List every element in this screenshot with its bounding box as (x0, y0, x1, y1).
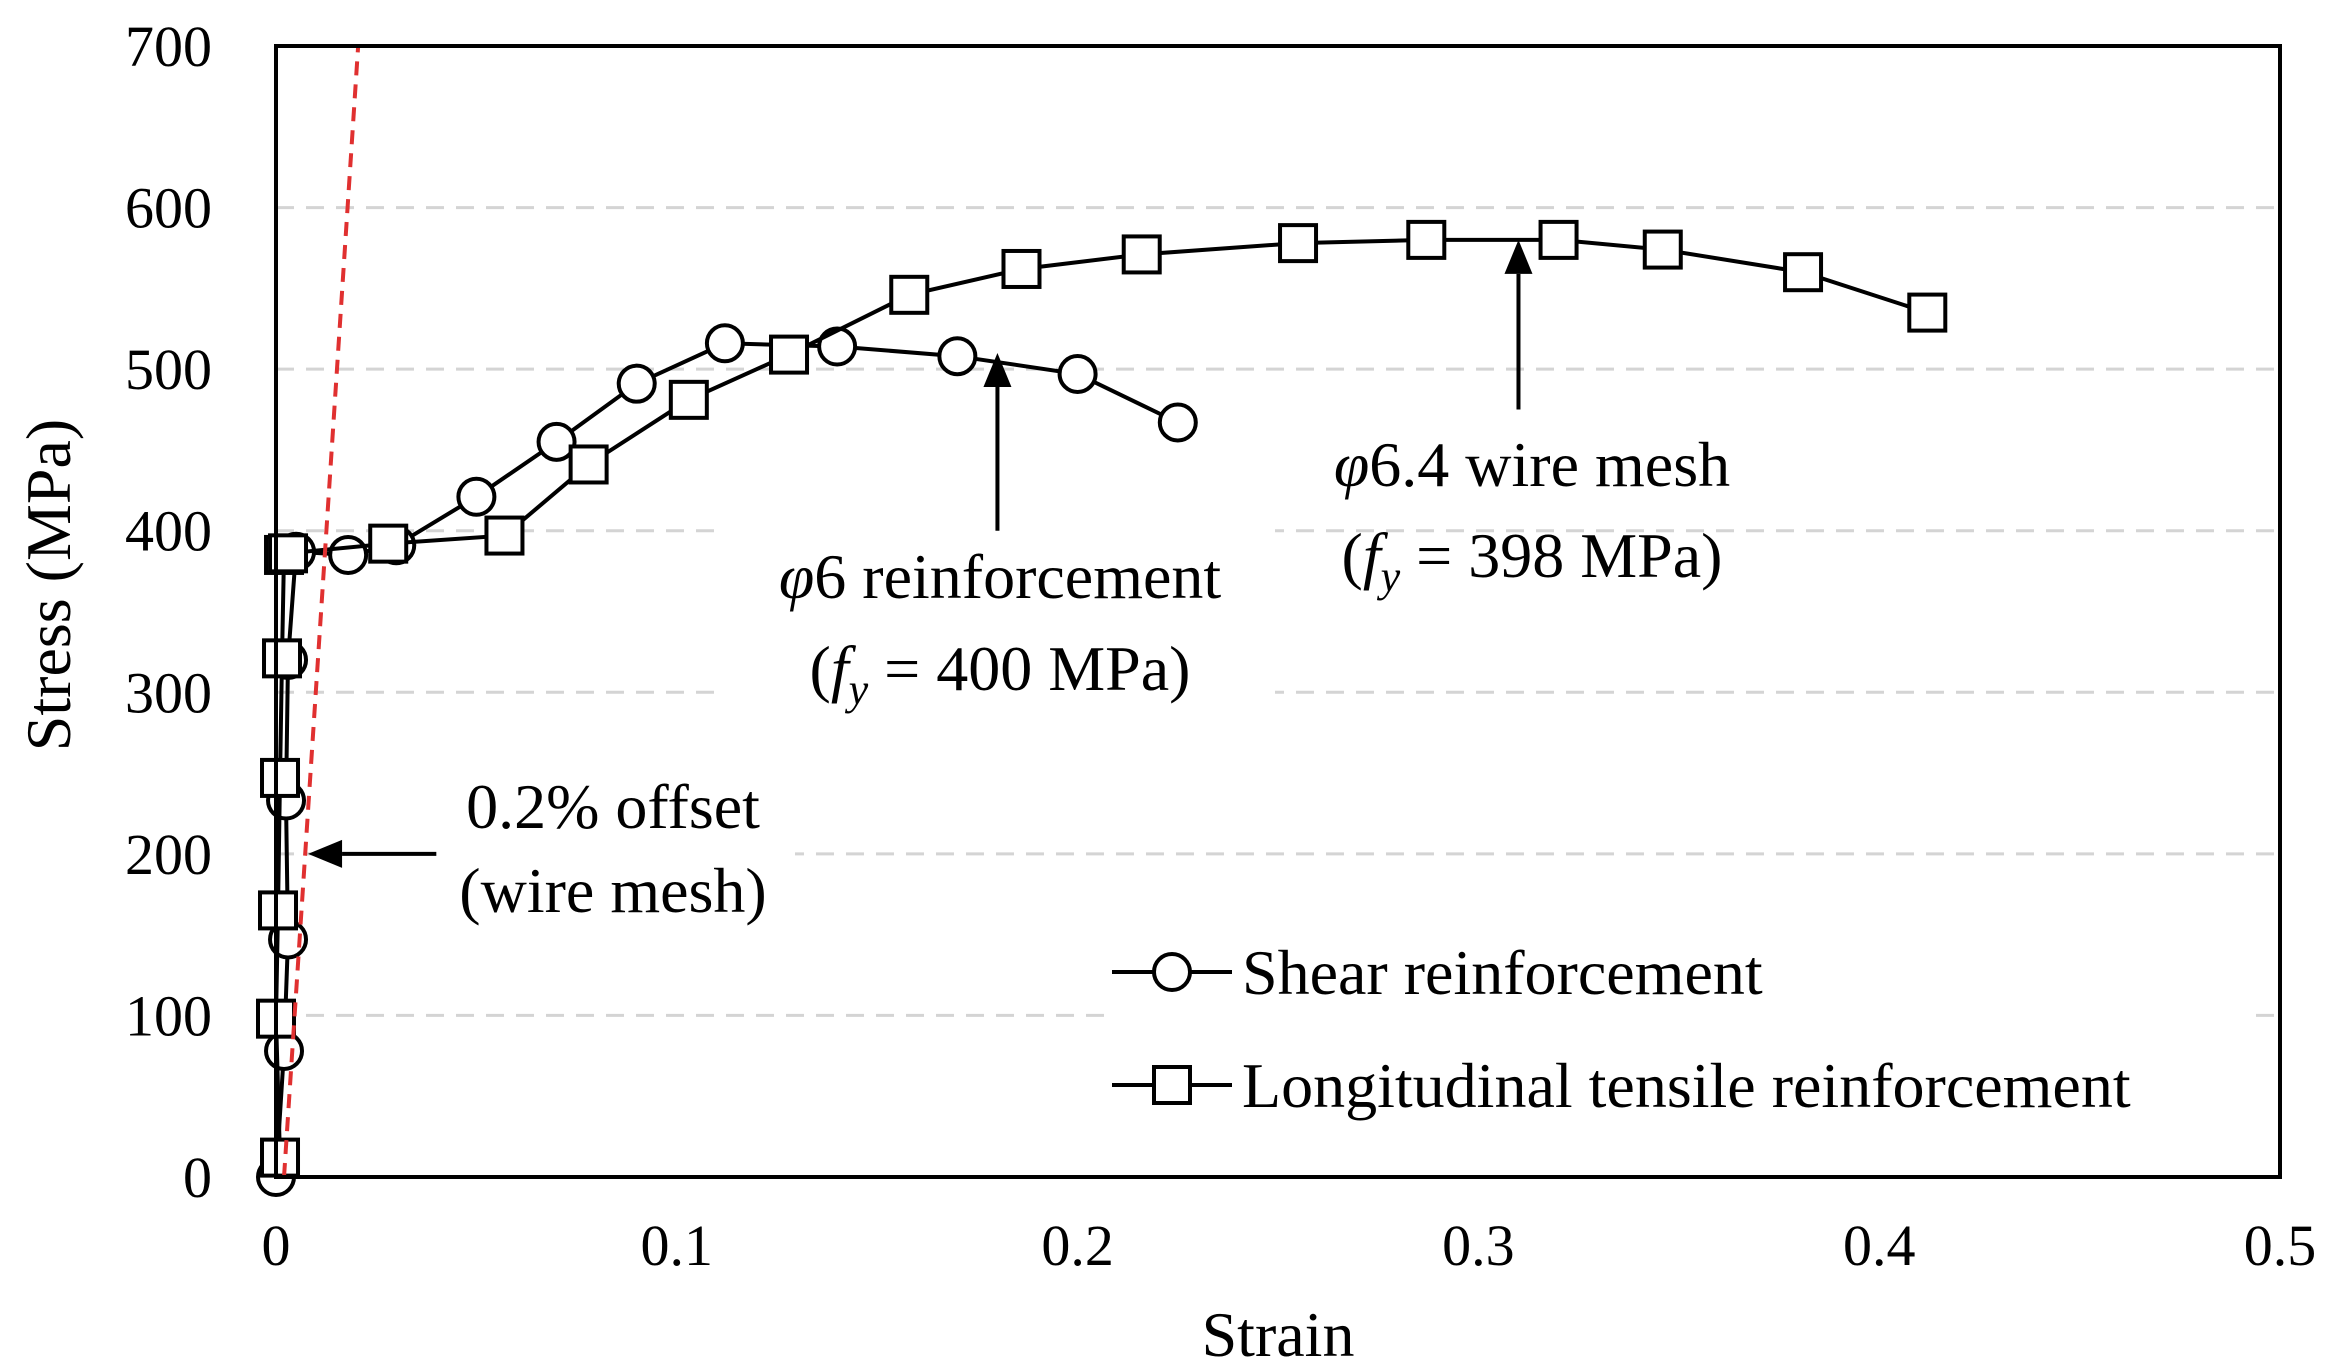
y-tick-label: 500 (125, 337, 212, 402)
x-axis-title: Strain (1202, 1299, 1355, 1369)
subscript-y: y (1377, 552, 1401, 601)
legend-longitudinal-label: Longitudinal tensile reinforcement (1242, 1050, 2131, 1121)
longitudinal-data-point (260, 1137, 301, 1178)
longitudinal-data-point (568, 444, 609, 485)
longitudinal-data-point (1406, 219, 1447, 260)
x-tick-label: 0.1 (641, 1213, 714, 1278)
shear-data-point (704, 323, 745, 364)
legend: Shear reinforcement Longitudinal tensile… (1105, 920, 2255, 1140)
annotation-offset: 0.2% offset (wire mesh) (308, 760, 795, 935)
x-tick-labels: 0 0.1 0.2 0.3 0.4 0.5 (262, 1213, 2317, 1278)
annotation-phi6-fy-value: = 400 MPa) (868, 633, 1190, 704)
shear-data-point (1157, 402, 1198, 443)
shear-data-point (456, 476, 497, 517)
shear-data-point (536, 421, 577, 462)
y-tick-label: 0 (183, 1145, 212, 1210)
y-tick-labels: 0 100 200 300 400 500 600 700 (125, 14, 212, 1210)
annotation-phi6-arrowhead (983, 352, 1012, 387)
shear-data-point (937, 336, 978, 377)
longitudinal-data-point (1907, 292, 1948, 333)
longitudinal-data-point (1121, 234, 1162, 275)
annotation-phi64-fy-value: = 398 MPa) (1400, 520, 1722, 591)
annotation-phi64-arrowhead (1504, 239, 1533, 274)
longitudinal-data-point (484, 515, 525, 556)
annotation-offset-background (430, 760, 795, 935)
longitudinal-data-point (1538, 219, 1579, 260)
x-tick-label: 0.2 (1041, 1213, 1114, 1278)
longitudinal-data-point (668, 379, 709, 420)
y-tick-label: 200 (125, 822, 212, 887)
annotation-phi64-wire-mesh: φ6.4 wire mesh (fy = 398 MPa) (1334, 239, 1730, 601)
series-line-0 (274, 341, 1179, 1178)
annotation-phi6-line1: φ6 reinforcement (779, 541, 1222, 612)
offset-line-layer (282, 45, 361, 1178)
shear-data-point (1057, 353, 1098, 394)
annotation-offset-line2: (wire mesh) (459, 855, 766, 926)
longitudinal-data-point (368, 523, 409, 564)
shear-data-point (328, 534, 369, 575)
annotation-offset-line1: 0.2% offset (466, 771, 760, 842)
offset-line (282, 45, 361, 1178)
annotation-phi6-text: 6 reinforcement (814, 541, 1221, 612)
x-tick-label: 0.5 (2244, 1213, 2317, 1278)
legend-background (1105, 920, 2255, 1140)
phi-symbol: φ (779, 541, 814, 612)
y-tick-label: 100 (125, 983, 212, 1048)
phi-symbol: φ (1334, 429, 1369, 500)
shear-data-point (616, 363, 657, 404)
shear-data-point (817, 326, 858, 367)
y-tick-label: 700 (125, 14, 212, 79)
legend-item-longitudinal: Longitudinal tensile reinforcement (1112, 1050, 2131, 1121)
longitudinal-data-point (1001, 248, 1042, 289)
longitudinal-data-point (262, 638, 303, 679)
y-tick-label: 300 (125, 660, 212, 725)
x-tick-label: 0.4 (1843, 1213, 1916, 1278)
annotation-phi64-line2: (fy = 398 MPa) (1342, 520, 1723, 601)
legend-shear-marker (1152, 952, 1192, 992)
legend-shear-label: Shear reinforcement (1242, 937, 1763, 1008)
x-tick-label: 0 (262, 1213, 291, 1278)
annotation-offset-arrowhead (308, 839, 343, 868)
annotation-phi6-background (725, 528, 1275, 708)
longitudinal-data-point (1642, 229, 1683, 270)
longitudinal-data-point (258, 890, 299, 931)
longitudinal-data-point (1783, 252, 1824, 293)
longitudinal-data-point (769, 334, 810, 375)
longitudinal-data-point (889, 274, 930, 315)
x-tick-label: 0.3 (1442, 1213, 1515, 1278)
y-tick-label: 600 (125, 176, 212, 241)
longitudinal-data-point (1278, 223, 1319, 264)
subscript-y: y (845, 665, 869, 714)
annotation-phi64-line1: φ6.4 wire mesh (1334, 429, 1730, 500)
plot-area-frame (274, 44, 2282, 1179)
annotation-phi6-reinforcement: φ6 reinforcement (fy = 400 MPa) (725, 352, 1275, 714)
longitudinal-data-point (260, 757, 301, 798)
legend-item-shear: Shear reinforcement (1112, 937, 1763, 1008)
y-axis-title: Stress (MPa) (13, 419, 84, 751)
y-tick-label: 400 (125, 499, 212, 564)
legend-longitudinal-marker (1152, 1065, 1192, 1105)
annotation-phi64-text: 6.4 wire mesh (1369, 429, 1730, 500)
